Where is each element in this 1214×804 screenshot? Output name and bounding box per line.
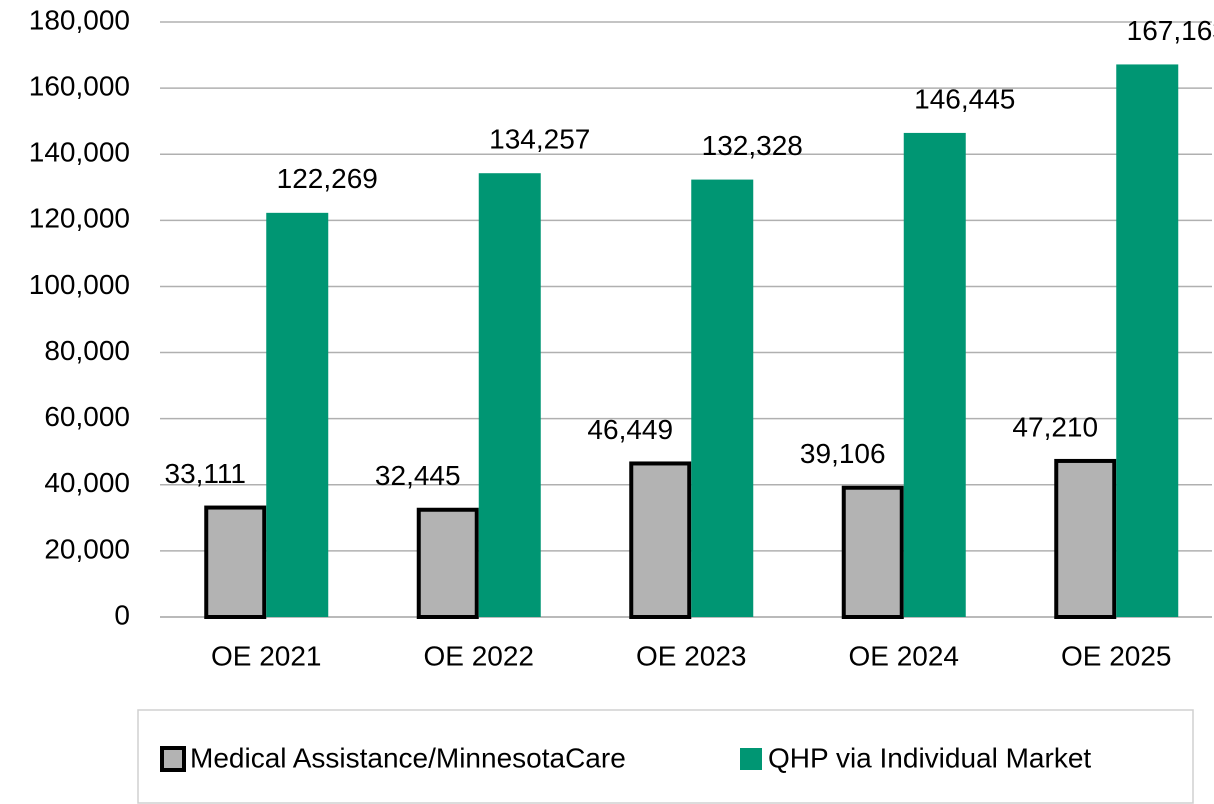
- bar: [1054, 458, 1117, 620]
- y-tick-label: 180,000: [29, 4, 130, 35]
- y-tick-label: 140,000: [29, 137, 130, 168]
- data-label: 39,106: [800, 438, 886, 469]
- data-label: 47,210: [1012, 411, 1098, 442]
- data-label: 134,257: [489, 124, 590, 155]
- legend-swatch: [740, 748, 762, 770]
- data-label: 146,445: [914, 83, 1015, 114]
- y-tick-label: 60,000: [44, 401, 130, 432]
- bar: [266, 212, 329, 618]
- y-tick-label: 40,000: [44, 467, 130, 498]
- bar: [841, 485, 904, 619]
- legend-swatch: [160, 746, 186, 772]
- x-tick-label: OE 2023: [636, 640, 747, 671]
- x-tick-label: OE 2024: [848, 640, 959, 671]
- bar: [478, 173, 541, 617]
- x-tick-label: OE 2021: [211, 640, 322, 671]
- data-label: 32,445: [375, 460, 461, 491]
- data-label: 167,163: [1127, 15, 1214, 46]
- bar: [691, 179, 754, 617]
- x-tick-label: OE 2022: [423, 640, 534, 671]
- data-label: 122,269: [277, 163, 378, 194]
- y-tick-label: 20,000: [44, 533, 130, 564]
- y-tick-label: 100,000: [29, 269, 130, 300]
- legend-box: [137, 709, 1194, 804]
- y-tick-label: 0: [114, 599, 130, 630]
- bar: [629, 461, 692, 619]
- y-tick-label: 160,000: [29, 71, 130, 102]
- bar: [416, 507, 479, 619]
- x-tick-label: OE 2025: [1061, 640, 1172, 671]
- bar: [204, 505, 267, 619]
- data-label: 33,111: [165, 458, 246, 489]
- legend-label: QHP via Individual Market: [768, 742, 1091, 773]
- y-tick-label: 80,000: [44, 335, 130, 366]
- data-label: 132,328: [702, 130, 803, 161]
- bar: [1116, 64, 1179, 618]
- y-tick-label: 120,000: [29, 203, 130, 234]
- bar: [903, 132, 966, 618]
- data-label: 46,449: [587, 414, 673, 445]
- legend-label: Medical Assistance/MinnesotaCare: [190, 742, 626, 773]
